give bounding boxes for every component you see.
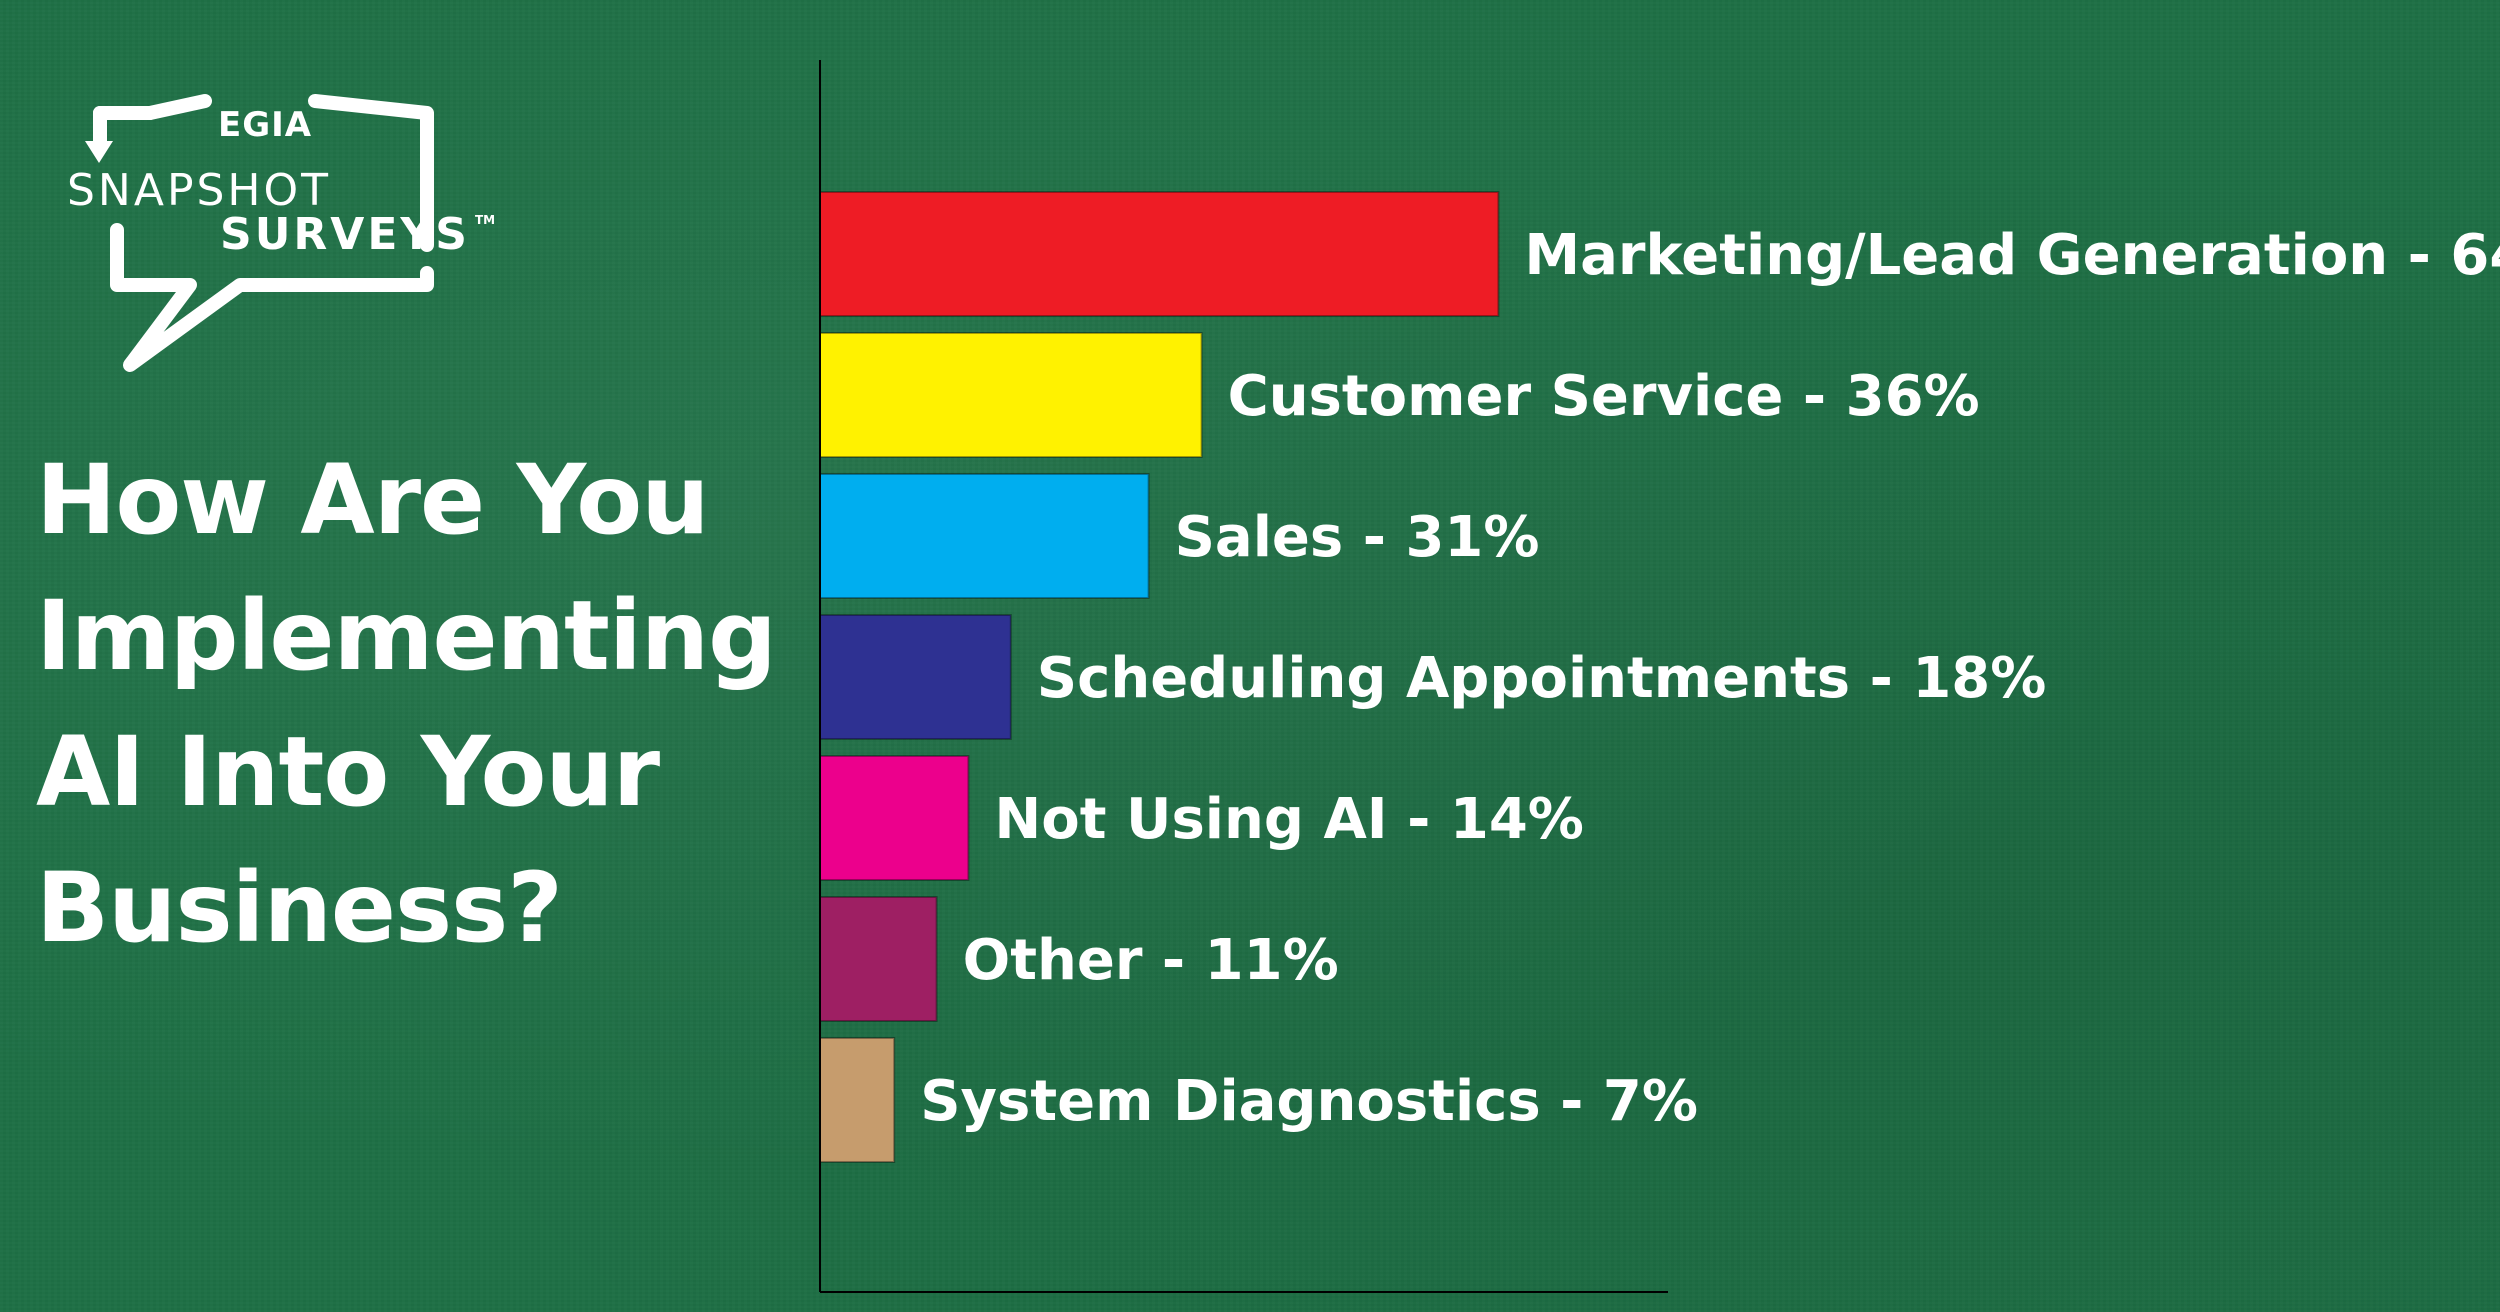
bar-6 (819, 1037, 896, 1163)
logo-line-surveys: SURVEYS (220, 209, 470, 260)
data-label-2: Sales - 31% (1175, 505, 1540, 570)
speech-bubble-logo-icon (85, 94, 434, 372)
logo-brand: EGIA (218, 105, 313, 145)
data-label-4: Not Using AI - 14% (994, 787, 1584, 852)
bar-3 (819, 614, 1012, 740)
logo-trademark: TM (475, 213, 496, 227)
data-label-1: Customer Service - 36% (1228, 364, 1980, 429)
arrow-icon (85, 141, 113, 163)
data-label-group: Marketing/Lead Generation - 64% Customer … (920, 223, 2500, 1134)
bar-1 (819, 332, 1203, 458)
data-label-5: Other - 11% (963, 928, 1339, 993)
data-label-6: System Diagnostics - 7% (920, 1069, 1698, 1134)
bar-group (819, 191, 1500, 1163)
data-label-3: Scheduling Appointments - 18% (1037, 646, 2047, 711)
bar-5 (819, 896, 938, 1022)
bar-0 (819, 191, 1500, 317)
logo-line-snapshot: SNAPSHOT (67, 165, 332, 216)
egia-snapshot-surveys-logo: EGIA SNAPSHOT SURVEYS TM (55, 85, 515, 385)
bar-4 (819, 755, 970, 881)
data-label-0: Marketing/Lead Generation - 64% (1524, 223, 2500, 288)
bar-2 (819, 473, 1150, 599)
page-title: How Are You Implementing AI Into Your Bu… (36, 444, 777, 964)
